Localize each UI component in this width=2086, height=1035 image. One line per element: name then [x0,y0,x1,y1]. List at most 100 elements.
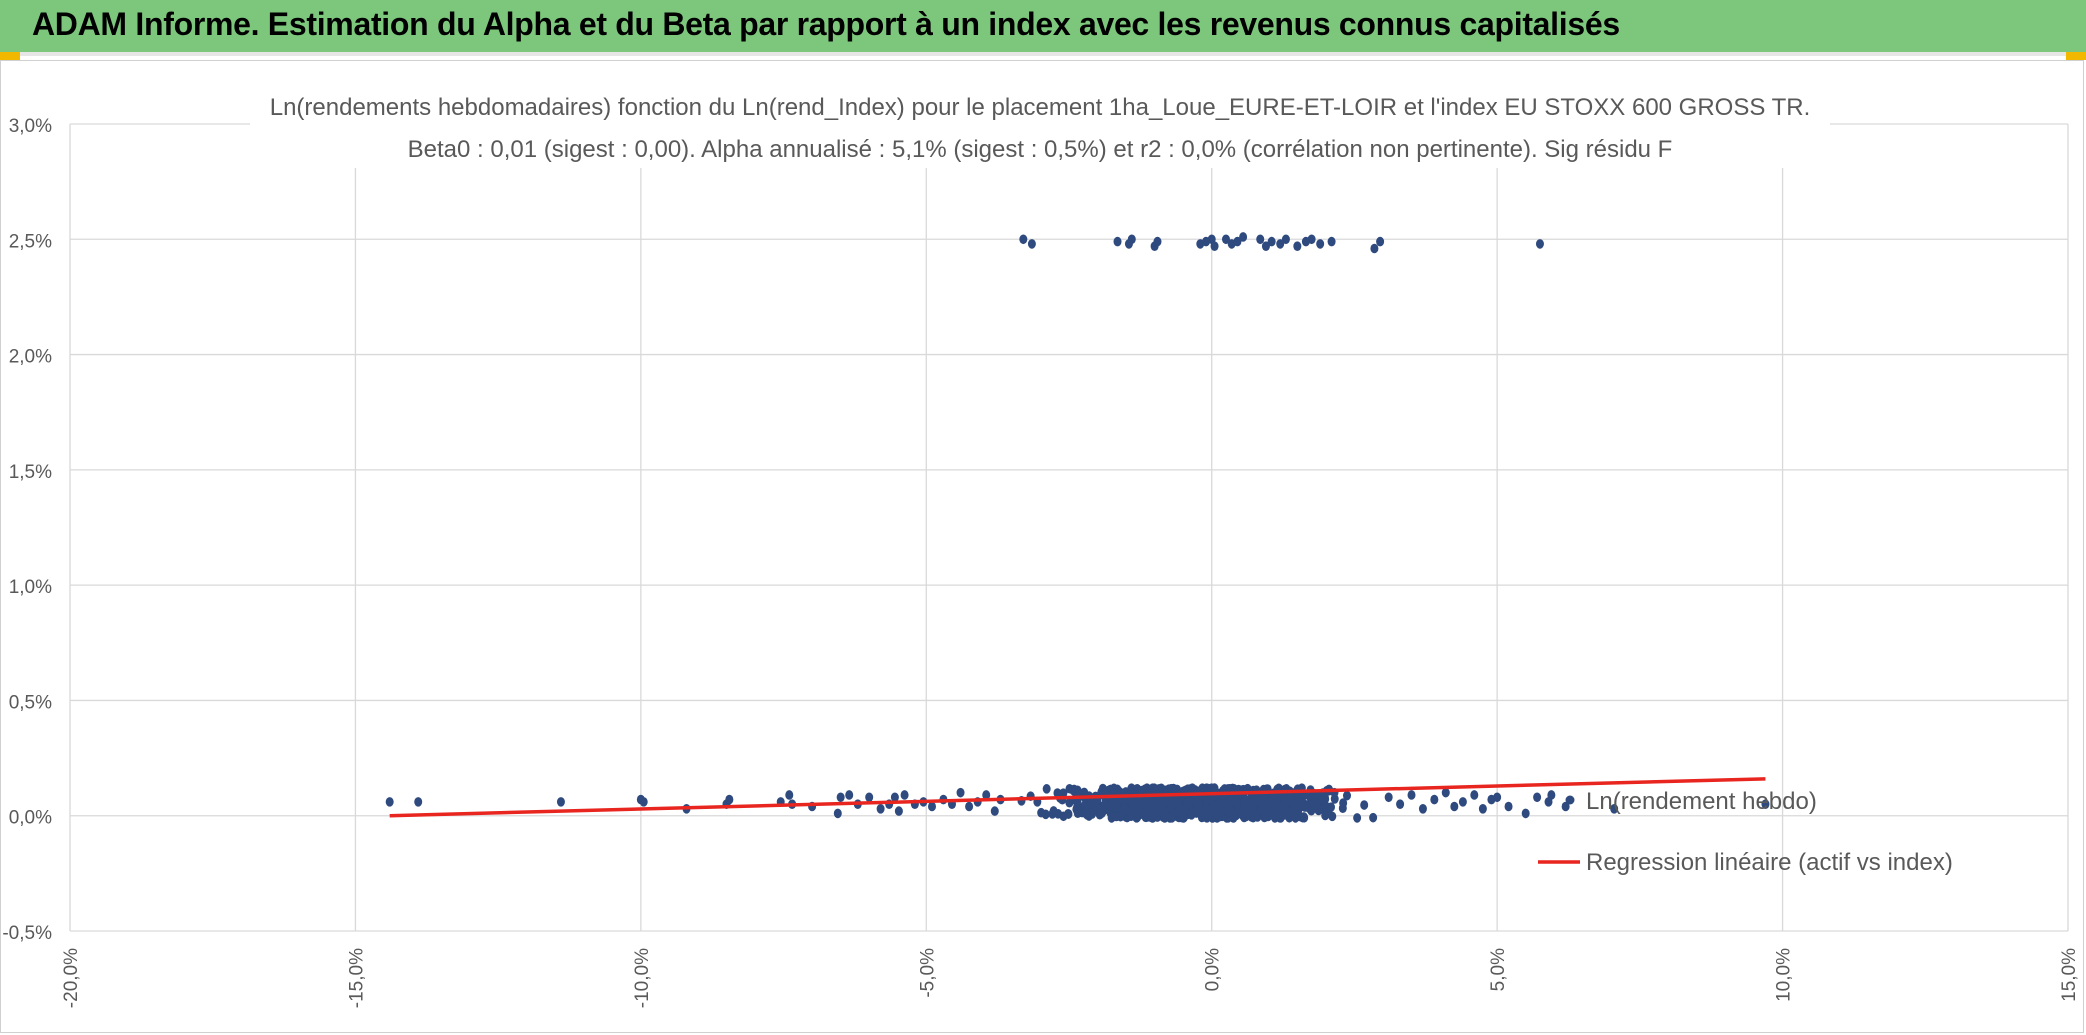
chart-title-line1: Ln(rendements hebdomadaires) fonction du… [270,94,1811,121]
data-point [1184,797,1193,807]
data-point [1080,800,1089,811]
title-background [250,84,1830,168]
report-title: ADAM Informe. Estimation du Alpha et du … [32,6,1620,42]
y-tick-label: 1,5% [9,462,52,483]
data-point [1183,785,1192,795]
data-point [1370,243,1379,254]
data-point [639,797,648,807]
data-point [1267,236,1276,247]
data-point [1293,241,1302,252]
data-point [725,794,734,805]
data-point [1225,784,1234,794]
data-point [956,787,965,798]
x-tick-label: 10,0% [1774,948,1795,1002]
data-point [1099,800,1108,811]
data-point [833,808,842,819]
data-point [556,797,565,807]
data-point [1321,794,1330,804]
data-point [1291,803,1300,814]
data-point [1201,802,1210,812]
data-point [1120,804,1129,814]
data-point [845,790,854,800]
legend-marker-points [1565,795,1575,805]
data-point [927,801,936,812]
data-point [1458,797,1467,807]
legend-label-points: Ln(rendement hebdo) [1586,788,1817,815]
corner-marker-right [2066,52,2086,60]
data-point [900,790,909,800]
data-point [1110,785,1119,796]
data-point [1353,813,1362,823]
x-tick-label: 15,0% [2059,948,2080,1002]
data-point [1418,803,1427,814]
data-point [1407,790,1416,800]
data-point [1092,801,1101,812]
data-point [1224,804,1233,814]
x-tick-label: -15,0% [346,948,367,1008]
regression-line [389,777,1766,818]
data-point [1137,808,1146,818]
data-point [1327,236,1336,247]
chart-frame [0,60,2084,1033]
x-tick-label: 0,0% [1203,948,1224,991]
data-point [1316,239,1325,249]
data-point [1299,812,1308,822]
y-tick-label: 3,0% [9,116,52,137]
regression-line-group [389,777,1766,818]
data-point [385,797,394,807]
legend-label-regression: Regression linéaire (actif vs index) [1586,849,1953,876]
data-point [1153,236,1162,247]
data-point [1504,801,1513,812]
data-point [1761,799,1770,809]
data-point [1280,799,1289,809]
y-axis-ticks: -0,5% 0,0% 0,5% 1,0% 1,5% 2,0% 2,5% 3,0% [2,116,52,944]
data-point [1533,792,1542,803]
data-point [1198,783,1207,794]
data-point [890,792,899,803]
data-point [1610,803,1619,814]
x-tick-label: -5,0% [917,948,938,998]
data-point [1237,808,1246,818]
scatter-points [385,232,1770,823]
data-point [1369,812,1378,823]
data-point [1339,798,1348,808]
data-point [1187,810,1196,820]
data-point [1243,808,1252,818]
data-point [1049,806,1058,816]
y-tick-label: 2,5% [9,231,52,252]
y-tick-label: 2,0% [9,347,52,368]
x-tick-label: 5,0% [1488,948,1509,991]
data-point [1239,232,1248,242]
data-point [1376,236,1385,247]
data-point [1470,790,1479,800]
data-point [1072,804,1081,815]
data-point [1521,808,1530,819]
data-point [1360,800,1369,810]
data-point [785,790,794,800]
data-point [1037,807,1046,818]
data-point [1127,234,1136,245]
data-point [965,801,974,812]
data-point [1113,236,1122,247]
y-tick-label: 0,0% [9,808,52,829]
data-point [990,806,999,816]
data-point [1249,807,1258,818]
data-point [1262,808,1271,819]
data-point [1271,802,1280,813]
data-point [1233,236,1242,247]
data-point [1478,803,1487,814]
data-point [1128,799,1137,810]
data-point [1106,801,1115,811]
data-point [1324,807,1333,817]
data-point [1150,783,1159,793]
data-point [1256,234,1265,245]
data-point [1281,234,1290,245]
data-point [1213,800,1222,810]
data-point [1493,792,1502,803]
data-point [414,797,423,807]
legend: Ln(rendement hebdo) Regression linéaire … [1538,788,1953,876]
gridlines [69,123,2069,932]
data-point [1173,808,1182,818]
chart-title-line2: Beta0 : 0,01 (sigest : 0,00). Alpha annu… [408,136,1673,163]
